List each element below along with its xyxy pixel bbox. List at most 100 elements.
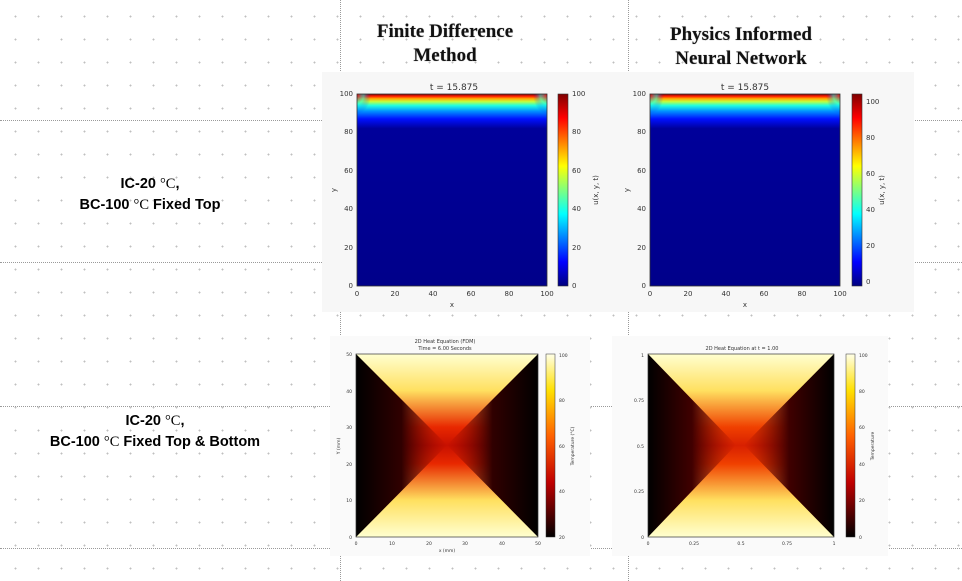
colorbar-tick: 80 — [859, 389, 865, 395]
x-tick-label: 30 — [462, 541, 468, 547]
x-axis-ticks: 0 20 40 60 80 100 — [648, 290, 847, 298]
colorbar-tick: 100 — [572, 90, 585, 98]
y-tick-label: 10 — [346, 498, 352, 504]
y-tick-label: 50 — [346, 352, 352, 358]
row-label-line: BC-100 °C Fixed Top — [20, 195, 280, 216]
colorbar-label: u(x, y, t) — [878, 175, 886, 205]
x-axis-ticks: 0 0.25 0.5 0.75 1 — [647, 541, 836, 547]
x-tick-label: 20 — [391, 290, 400, 298]
y-tick-label: 20 — [346, 462, 352, 468]
plot-title: t = 15.875 — [721, 83, 769, 93]
y-axis-ticks: 0 20 40 60 80 100 — [340, 90, 353, 290]
colorbar-tick: 40 — [572, 205, 581, 213]
colorbar-tick: 100 — [866, 98, 879, 106]
x-axis-label: x — [743, 301, 747, 309]
colorbar-ticks: 0 20 40 60 80 100 — [859, 353, 868, 541]
heatmap-field — [648, 354, 834, 537]
row-label-fixed-top-bottom: IC-20 °C, BC-100 °C Fixed Top & Bottom — [10, 411, 300, 453]
x-tick-label: 60 — [467, 290, 476, 298]
x-tick-label: 40 — [499, 541, 505, 547]
plot-title: t = 15.875 — [430, 83, 478, 93]
colorbar — [845, 353, 856, 538]
colorbar — [557, 93, 569, 287]
y-tick-label: 100 — [633, 90, 646, 98]
fdm-bottom-plot: 2D Heat Equation (FDM) Time = 6.00 Secon… — [330, 336, 590, 556]
x-tick-label: 60 — [760, 290, 769, 298]
colorbar-tick: 20 — [866, 242, 875, 250]
colorbar-tick: 40 — [859, 462, 865, 468]
x-tick-label: 40 — [722, 290, 731, 298]
heatmap-field — [650, 94, 840, 286]
x-tick-label: 0 — [647, 541, 650, 547]
colorbar-label: Temperature — [870, 432, 876, 462]
y-tick-label: 0.75 — [634, 398, 644, 404]
heatmap-right-wedge — [744, 354, 834, 537]
y-tick-label: 0.5 — [637, 444, 644, 450]
x-axis-label: x — [450, 301, 454, 309]
x-tick-label: 100 — [833, 290, 846, 298]
x-tick-label: 0 — [648, 290, 652, 298]
y-tick-label: 60 — [344, 167, 353, 175]
y-tick-label: 40 — [346, 389, 352, 395]
heatmap-field — [357, 94, 547, 286]
colorbar-tick: 60 — [866, 170, 875, 178]
pinn-header-line: Physics Informed — [670, 24, 812, 45]
x-axis-ticks: 0 20 40 60 80 100 — [355, 290, 554, 298]
colorbar-tick: 100 — [859, 353, 868, 359]
colorbar-tick: 100 — [559, 353, 568, 359]
fdm-header-line: Finite Difference — [376, 21, 514, 42]
plot-subtitle: Time = 6.00 Seconds — [417, 346, 472, 352]
y-axis-label: Y (mm) — [336, 438, 342, 456]
y-tick-label: 0.25 — [634, 489, 644, 495]
colorbar-tick: 60 — [859, 425, 865, 431]
row-label-line: BC-100 °C Fixed Top & Bottom — [10, 432, 300, 453]
y-tick-label: 40 — [344, 205, 353, 213]
colorbar-tick: 0 — [866, 278, 870, 286]
heatmap-field — [356, 354, 538, 537]
plot-frame — [649, 93, 841, 287]
degree-unit: °C — [159, 176, 176, 192]
y-tick-label: 20 — [344, 244, 353, 252]
x-tick-label: 0 — [355, 541, 358, 547]
y-tick-label: 30 — [346, 425, 352, 431]
plot-title: 2D Heat Equation (FDM) — [415, 339, 476, 345]
colorbar-tick: 60 — [559, 444, 565, 450]
y-axis-ticks: 0 20 40 60 80 100 — [633, 90, 646, 290]
y-tick-label: 0 — [349, 535, 352, 541]
heatmap-corner — [357, 94, 371, 114]
colorbar-tick: 80 — [572, 128, 581, 136]
heatmap-left-wedge — [356, 354, 447, 537]
plot-title: 2D Heat Equation at t = 1.00 — [706, 346, 779, 352]
x-axis-label: x (mm) — [439, 548, 456, 554]
x-tick-label: 10 — [389, 541, 395, 547]
colorbar-tick: 0 — [859, 535, 862, 541]
heatmap-left-wedge — [648, 354, 736, 537]
x-tick-label: 80 — [505, 290, 514, 298]
label-text: IC-20 — [120, 176, 160, 192]
y-axis-label: y — [330, 188, 338, 192]
x-tick-label: 0.5 — [737, 541, 744, 547]
y-tick-label: 0 — [349, 282, 353, 290]
plot-frame — [647, 353, 835, 538]
degree-unit: °C — [164, 413, 181, 429]
x-tick-label: 80 — [798, 290, 807, 298]
row-label-fixed-top: IC-20 °C, BC-100 °C Fixed Top — [20, 174, 280, 216]
label-text: , — [175, 176, 180, 192]
heatmap-corner — [826, 94, 840, 114]
x-axis-ticks: 0 10 20 30 40 50 — [355, 541, 541, 547]
fdm-top-plot: t = 15.875 0 20 40 60 80 100 0 20 40 60 … — [322, 72, 614, 312]
pinn-top-plot: t = 15.875 0 20 40 60 80 100 0 20 40 60 … — [614, 72, 914, 312]
y-tick-label: 0 — [641, 535, 644, 541]
x-tick-label: 0 — [355, 290, 359, 298]
x-tick-label: 100 — [540, 290, 553, 298]
label-text: , — [180, 413, 185, 429]
colorbar — [545, 353, 556, 538]
pinn-header-line: Neural Network — [675, 48, 807, 69]
colorbar-tick: 40 — [559, 489, 565, 495]
y-axis-ticks: 0 0.25 0.5 0.75 1 — [634, 353, 644, 541]
colorbar-tick: 80 — [866, 134, 875, 142]
label-text: BC-100 — [49, 434, 104, 450]
heatmap-right-wedge — [447, 354, 538, 537]
label-text: IC-20 — [125, 413, 165, 429]
y-tick-label: 20 — [637, 244, 646, 252]
